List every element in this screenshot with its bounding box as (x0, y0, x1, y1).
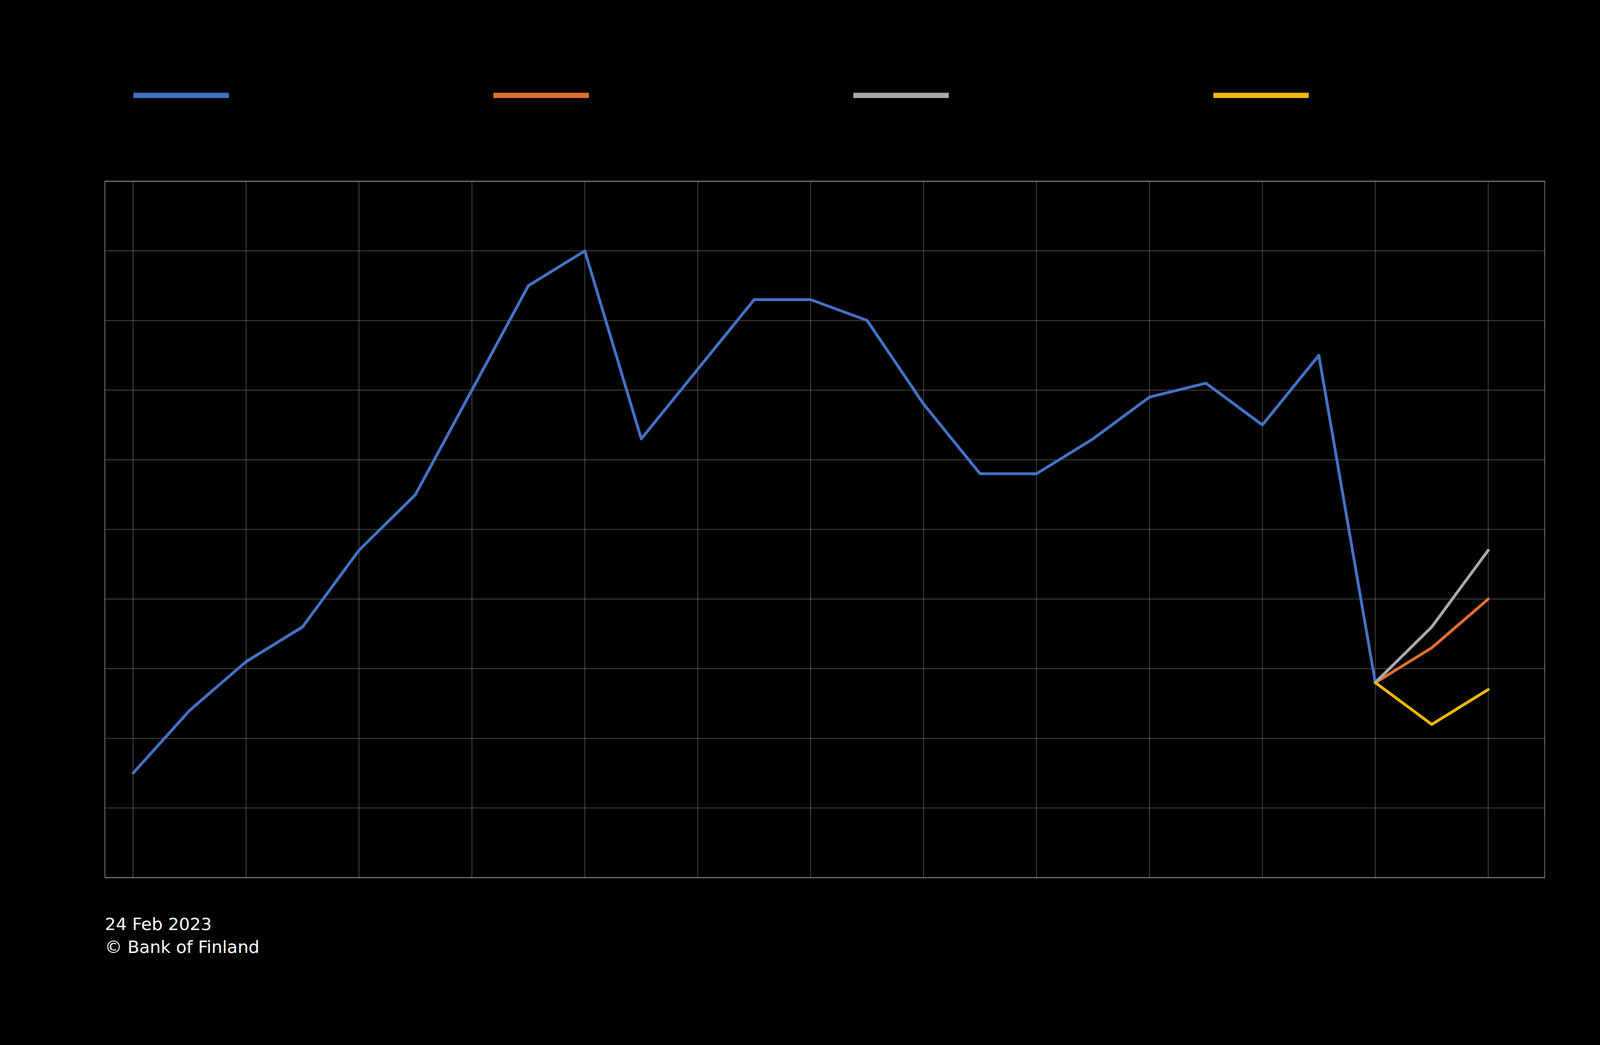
grid-line-y (104, 319, 1545, 321)
background (0, 0, 1600, 1045)
series-line (1375, 550, 1489, 683)
grid-line-y (104, 528, 1545, 530)
footnote: 24 Feb 2023© Bank of Finland (104, 913, 260, 957)
chart: 24 Feb 2023© Bank of Finland (0, 0, 1600, 1045)
grid-line-y (104, 667, 1545, 669)
legend-swatch (1213, 92, 1309, 99)
grid-line-y (104, 459, 1545, 461)
series-line (133, 250, 1375, 773)
series-line (1375, 598, 1489, 683)
grid (104, 181, 1545, 878)
plot-frame (104, 181, 1545, 878)
series-line (1375, 682, 1489, 725)
legend-swatch (853, 92, 949, 99)
legend-swatch (133, 92, 229, 99)
legend-swatch (493, 92, 589, 99)
lines (133, 250, 1488, 773)
grid-line-y (104, 737, 1545, 739)
legend (133, 95, 1309, 96)
grid-line-y (104, 598, 1545, 600)
grid-line-y (104, 389, 1545, 391)
grid-line-y (104, 250, 1545, 252)
grid-line-y (104, 807, 1545, 809)
